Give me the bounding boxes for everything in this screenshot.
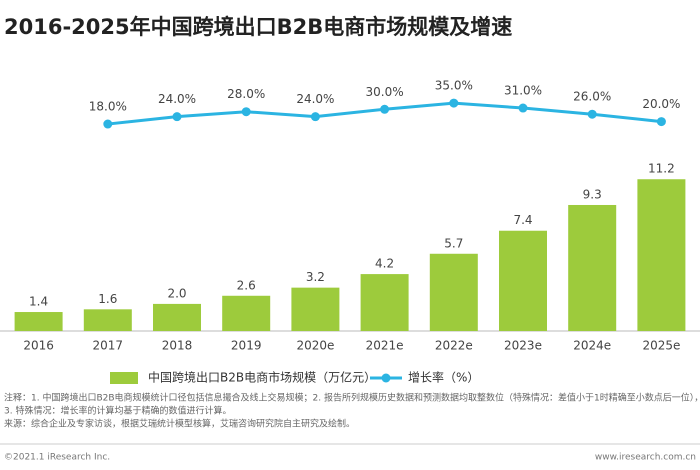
- data-label: 11.2: [648, 162, 675, 176]
- footer-left: ©2021.1 iResearch Inc.: [4, 453, 110, 463]
- data-label: 1.4: [29, 295, 48, 309]
- data-label: 26.0%: [573, 90, 611, 104]
- x-tick-label: 2023e: [504, 339, 542, 353]
- data-label: 2.0: [167, 286, 186, 300]
- note: 来源：综合企业及专家访谈，根据艾瑞统计模型核算，艾瑞咨询研究院自主研究及绘制。: [4, 418, 355, 430]
- line-point: [310, 112, 320, 122]
- line-point: [103, 119, 113, 129]
- chart-title: 2016-2025年中国跨境出口B2B电商市场规模及增速: [4, 15, 512, 39]
- bar: [153, 303, 201, 331]
- data-label: 35.0%: [435, 79, 473, 93]
- bar: [360, 274, 409, 331]
- bar: [499, 230, 547, 331]
- legend-swatch: [381, 373, 391, 383]
- x-tick-label: 2017: [93, 339, 124, 353]
- line-point: [380, 104, 390, 114]
- bar: [14, 312, 63, 331]
- line-point: [518, 103, 528, 113]
- note: 注释：1. 中国跨境出口B2B电商规模统计口径包括信息撮合及线上交易规模；2. …: [4, 392, 700, 404]
- x-tick-label: 2019: [231, 339, 262, 353]
- bar: [291, 287, 340, 331]
- x-tick-label: 2018: [162, 339, 193, 353]
- x-tick-label: 2016: [23, 339, 54, 353]
- data-label: 31.0%: [504, 84, 542, 98]
- bar: [83, 309, 132, 331]
- bar: [568, 204, 617, 331]
- legend-label: 中国跨境出口B2B电商市场规模（万亿元）: [148, 370, 376, 385]
- data-label: 18.0%: [89, 100, 127, 114]
- legend-swatch: [110, 372, 138, 384]
- line-point: [241, 107, 251, 117]
- data-label: 1.6: [98, 292, 117, 306]
- bar: [637, 179, 686, 331]
- data-label: 5.7: [444, 236, 463, 250]
- data-label: 30.0%: [366, 85, 404, 99]
- line-point: [587, 109, 597, 119]
- data-label: 7.4: [513, 213, 532, 227]
- line-point: [449, 98, 459, 108]
- data-label: 28.0%: [227, 87, 265, 101]
- data-label: 9.3: [583, 187, 602, 201]
- legend-label: 增长率（%）: [408, 370, 479, 385]
- x-tick-label: 2024e: [573, 339, 611, 353]
- x-tick-label: 2021e: [366, 339, 404, 353]
- data-label: 2.6: [237, 278, 256, 292]
- data-label: 24.0%: [296, 92, 334, 106]
- line-point: [172, 112, 182, 122]
- data-label: 20.0%: [642, 97, 680, 111]
- data-label: 4.2: [375, 257, 394, 271]
- x-tick-label: 2025e: [642, 339, 680, 353]
- data-label: 24.0%: [158, 92, 196, 106]
- x-tick-label: 2022e: [435, 339, 473, 353]
- bar: [429, 253, 478, 331]
- footer-right: www.iresearch.com.cn: [595, 453, 696, 463]
- data-label: 3.2: [306, 270, 325, 284]
- bar: [222, 295, 271, 331]
- x-tick-label: 2020e: [296, 339, 334, 353]
- line-point: [656, 117, 666, 127]
- note: 3. 特殊情况：增长率的计算均基于精确的数值进行计算。: [4, 405, 231, 417]
